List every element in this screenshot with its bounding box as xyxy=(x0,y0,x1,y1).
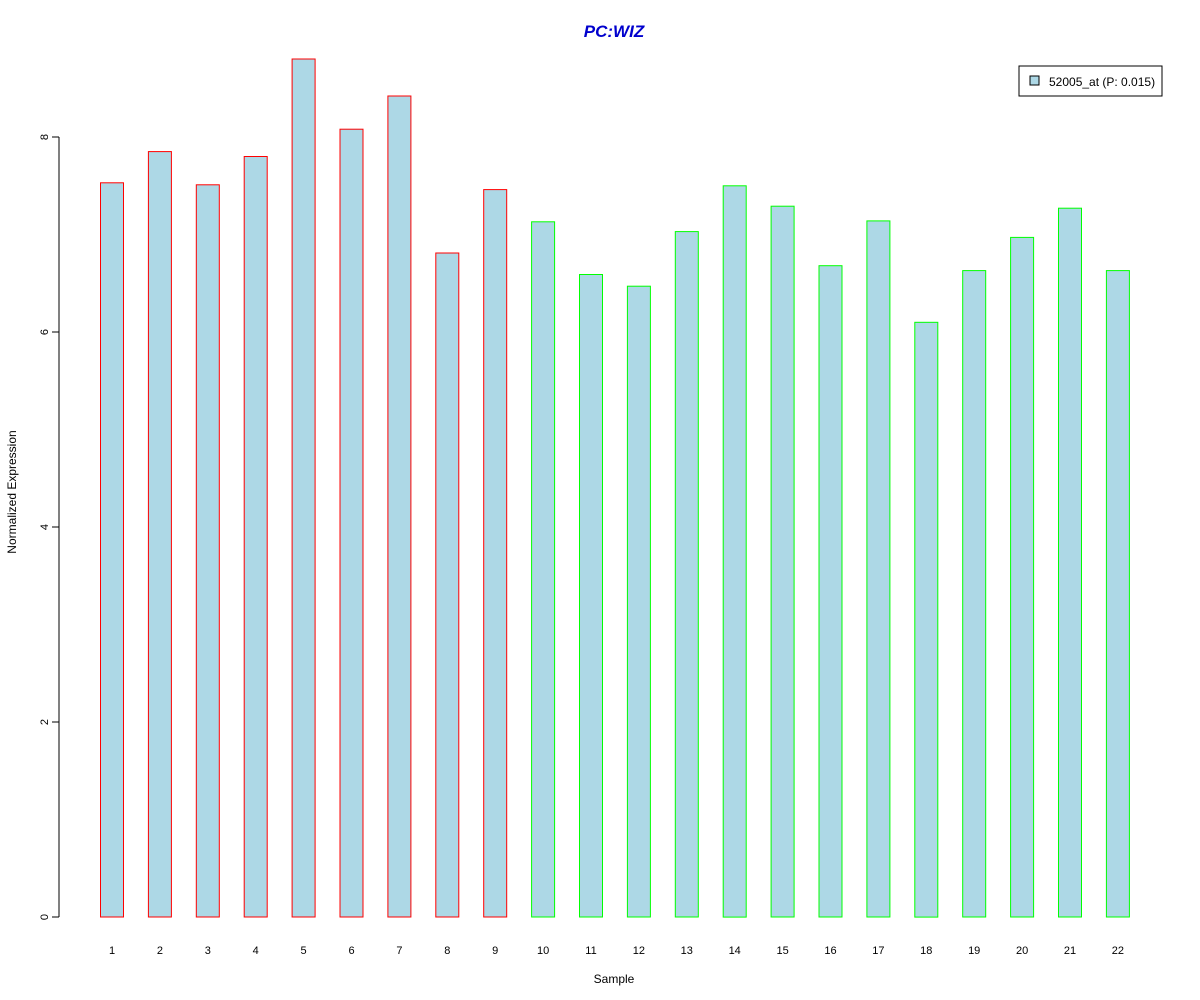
x-tick-label: 20 xyxy=(1016,945,1028,957)
x-tick-label: 13 xyxy=(681,945,693,957)
x-tick-label: 11 xyxy=(585,945,596,957)
bar xyxy=(483,189,508,918)
x-tick-label: 10 xyxy=(537,945,549,957)
bar xyxy=(1058,207,1082,918)
y-tick-label: 2 xyxy=(39,719,51,725)
bar xyxy=(1105,270,1130,918)
x-tick-label: 15 xyxy=(776,945,788,957)
x-tick-label: 7 xyxy=(396,945,402,957)
bar xyxy=(243,156,268,918)
y-axis: 0 2 4 6 8 xyxy=(39,134,60,920)
x-tick-label: 3 xyxy=(205,945,211,957)
bar xyxy=(866,220,891,918)
x-tick-label: 1 xyxy=(109,945,115,957)
legend: 52005_at (P: 0.015) xyxy=(1018,65,1163,97)
bars xyxy=(100,58,1130,918)
x-tick-label: 22 xyxy=(1112,945,1124,957)
x-tick-label: 4 xyxy=(253,945,259,957)
bar xyxy=(722,185,747,918)
x-tick-label: 5 xyxy=(301,945,307,957)
y-tick-label: 8 xyxy=(39,134,51,140)
x-tick-label: 18 xyxy=(920,945,932,957)
bar xyxy=(339,128,364,918)
x-tick-label: 6 xyxy=(348,945,354,957)
x-tick-label: 19 xyxy=(968,945,980,957)
y-tick-label: 6 xyxy=(39,329,51,335)
bar xyxy=(674,231,699,918)
x-tick-label: 8 xyxy=(444,945,450,957)
bar xyxy=(626,285,651,918)
legend-swatch xyxy=(1029,75,1040,86)
y-axis-label: Normalized Expression xyxy=(5,430,19,553)
x-tick-labels: 1 2 3 4 5 6 7 8 9 10 11 12 13 14 15 16 17 18 19 20 21 22 xyxy=(109,945,1124,957)
bar xyxy=(914,321,939,918)
x-tick-label: 17 xyxy=(872,945,884,957)
x-tick-label: 9 xyxy=(492,945,498,957)
y-tick-label: 4 xyxy=(39,524,51,530)
bar xyxy=(435,252,460,918)
bar xyxy=(962,270,987,918)
bar xyxy=(100,182,124,918)
x-tick-label: 12 xyxy=(633,945,645,957)
legend-box xyxy=(1018,65,1163,97)
bar xyxy=(147,151,172,918)
bar xyxy=(387,95,412,918)
x-tick-label: 21 xyxy=(1064,945,1076,957)
legend-label: 52005_at (P: 0.015) xyxy=(1049,75,1155,89)
bar xyxy=(1010,236,1035,918)
chart-title: PC:WIZ xyxy=(584,22,645,41)
bar xyxy=(818,265,843,918)
bar xyxy=(531,221,556,918)
bar xyxy=(195,184,220,918)
x-tick-label: 14 xyxy=(729,945,741,957)
bar xyxy=(291,58,316,918)
bar xyxy=(579,274,603,918)
x-tick-label: 16 xyxy=(824,945,836,957)
x-axis-label: Sample xyxy=(594,972,635,986)
x-tick-label: 2 xyxy=(157,945,163,957)
y-tick-label: 0 xyxy=(39,914,51,920)
bar xyxy=(770,205,795,918)
